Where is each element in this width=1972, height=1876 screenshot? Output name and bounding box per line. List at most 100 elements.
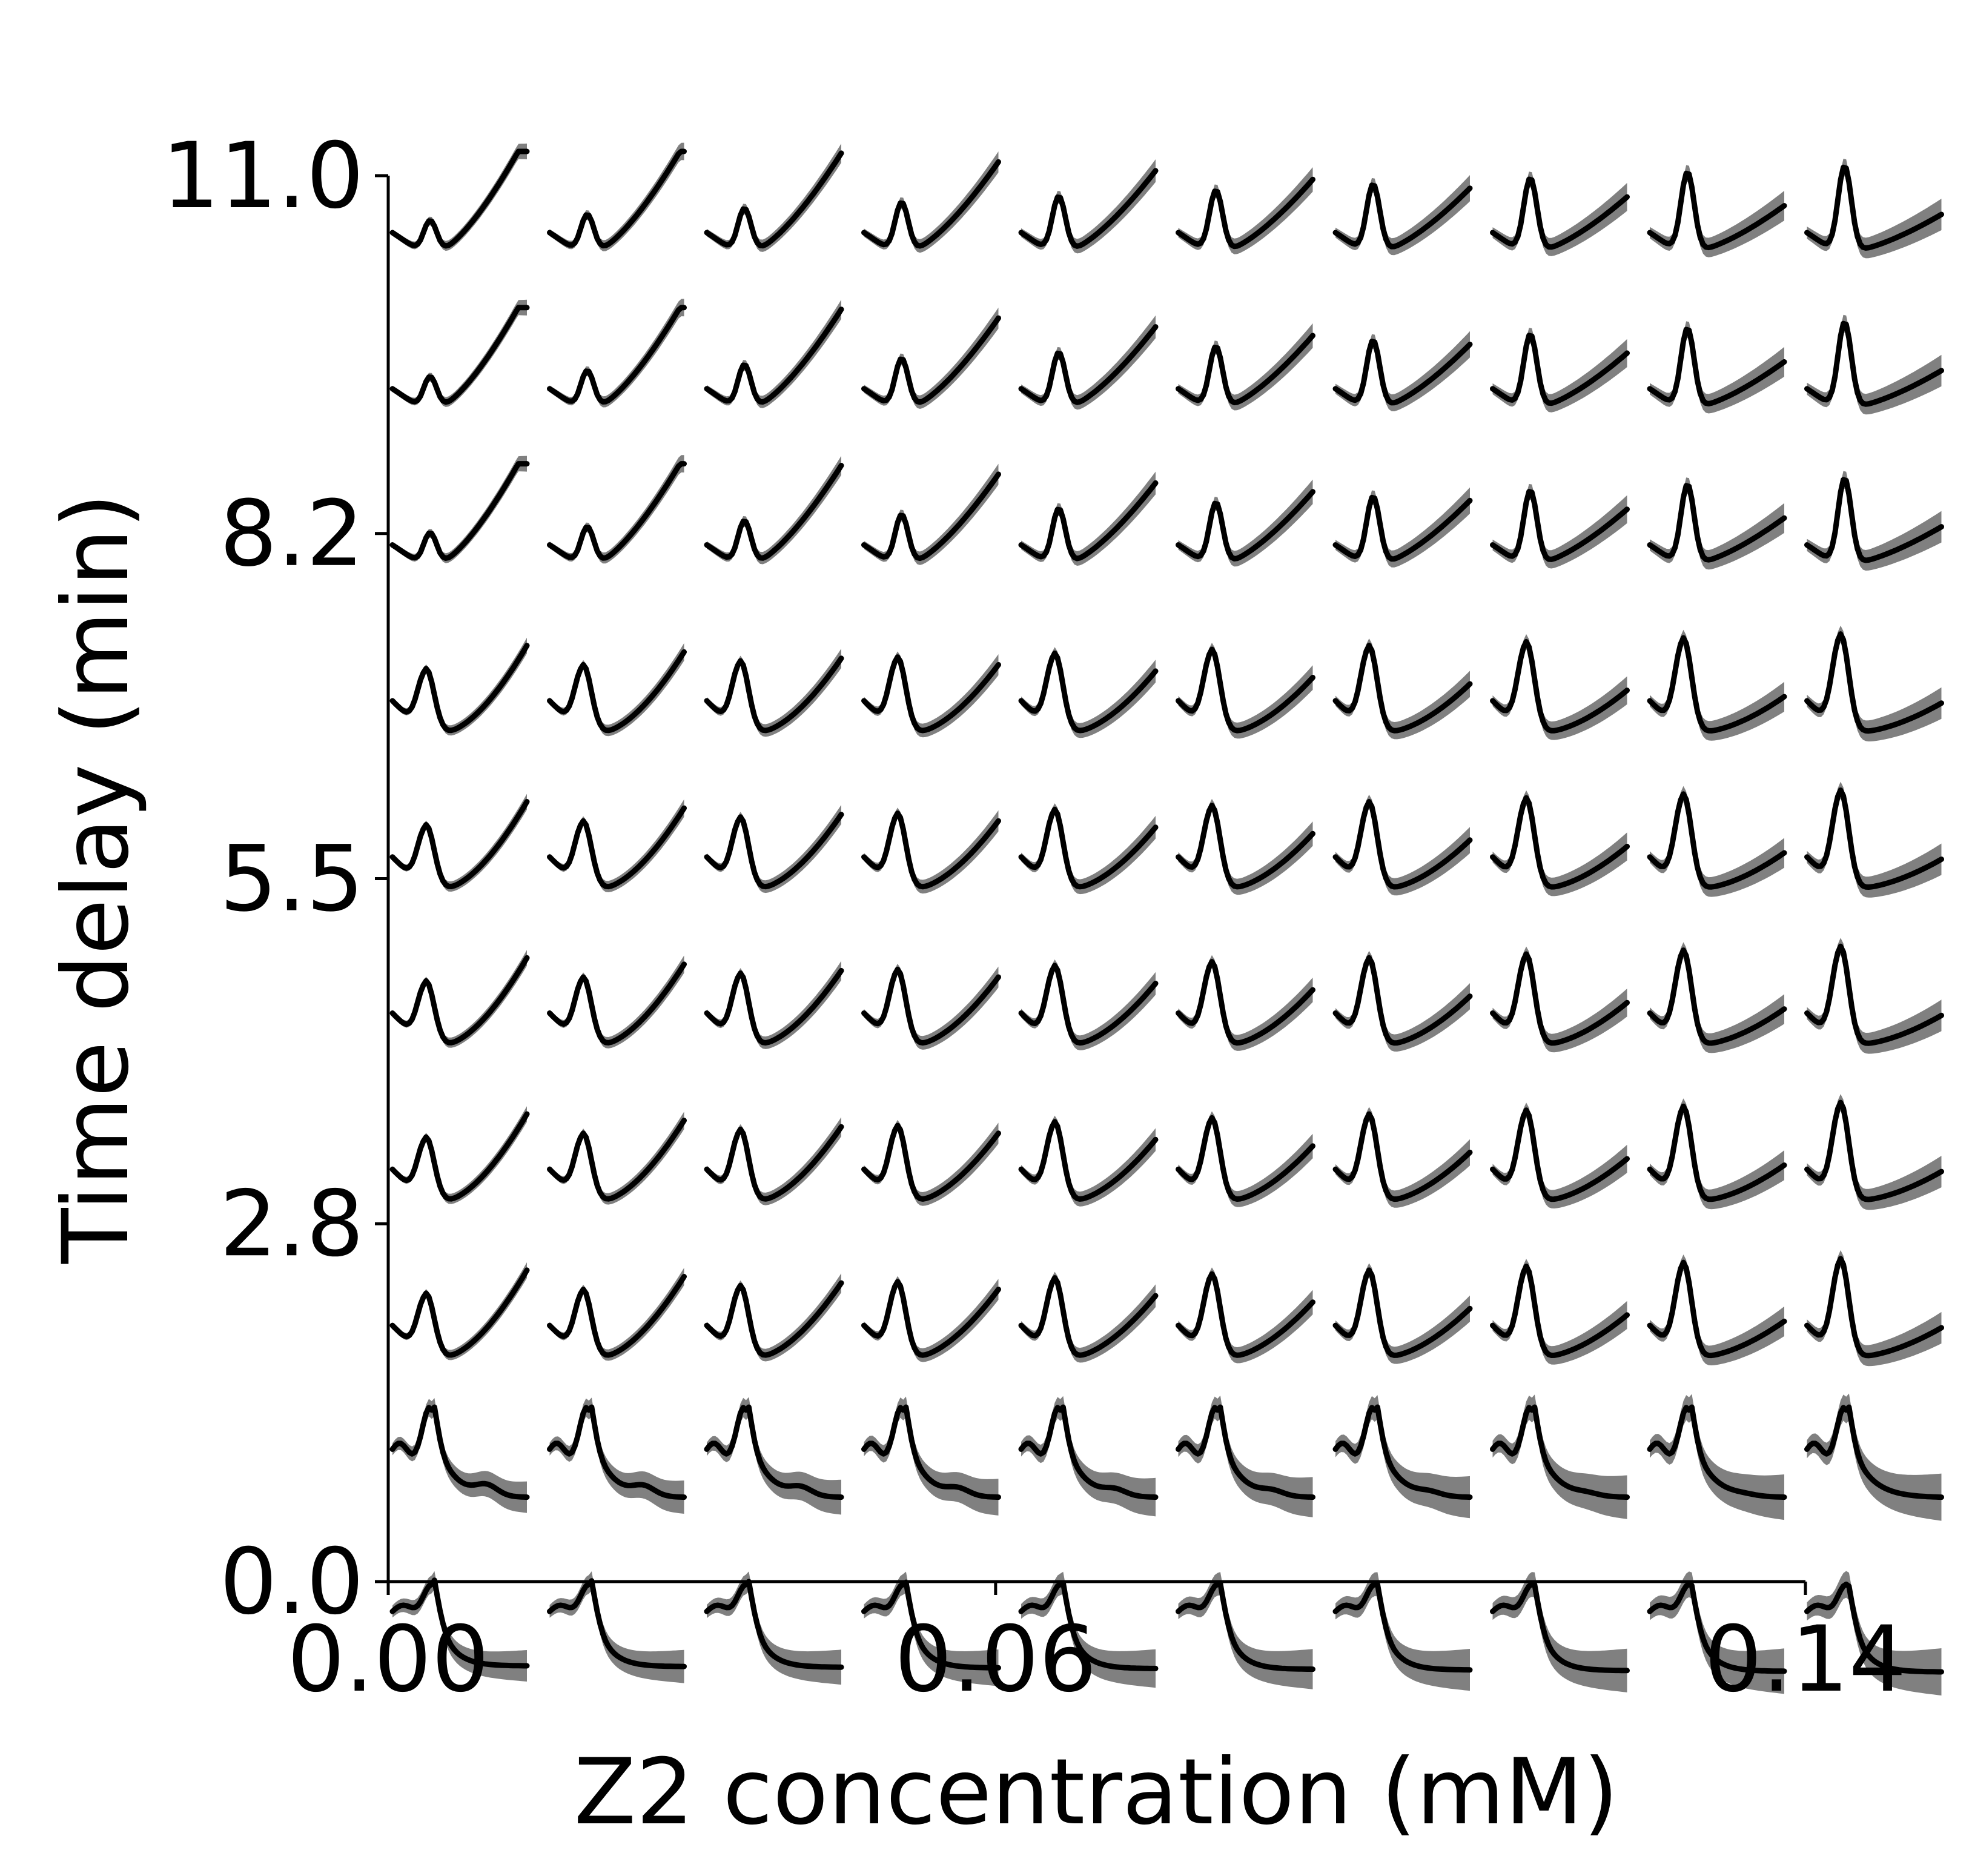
mean-line: [1804, 164, 1944, 251]
error-band: [1021, 1396, 1156, 1517]
error-band: [1021, 1271, 1156, 1363]
panel-r9-c7: [1490, 171, 1630, 256]
panel-r2-c7: [1490, 1259, 1630, 1365]
mean-line: [547, 461, 687, 561]
panel-r6-c5: [1176, 643, 1315, 739]
panel-r6-c1: [547, 643, 687, 737]
panel-r0-c5: [1176, 1572, 1315, 1689]
panel-r9-c5: [1176, 167, 1315, 254]
mean-line: [1647, 1103, 1787, 1202]
mean-line: [1332, 1267, 1473, 1358]
error-band: [1650, 1571, 1784, 1694]
x-tick-label: 0.14: [1704, 1607, 1907, 1712]
panel-r4-c1: [547, 955, 687, 1049]
tick-labels: 0.00 0.06 0.14 0.0 2.8 5.5 8.2 11.0: [162, 124, 1907, 1712]
panel-r1-c2: [704, 1397, 844, 1515]
error-band: [1178, 1111, 1313, 1207]
panel-r3-c3: [861, 1119, 1001, 1206]
mean-line: [1490, 1264, 1630, 1358]
mean-line: [547, 1118, 687, 1202]
error-band: [1021, 803, 1156, 895]
panel-r4-c9: [1804, 938, 1944, 1054]
error-band: [1807, 938, 1942, 1054]
mean-line: [1332, 182, 1473, 250]
mean-line: [389, 1404, 530, 1500]
panel-r1-c3: [861, 1396, 1001, 1516]
error-band: [1492, 1394, 1627, 1519]
mean-line: [1490, 489, 1630, 562]
mean-line: [547, 961, 687, 1046]
mean-line: [1018, 1404, 1159, 1500]
panel-r4-c4: [1018, 959, 1159, 1050]
panel-r8-c3: [861, 307, 1001, 409]
mean-line: [1804, 787, 1944, 890]
mean-line: [1804, 1404, 1944, 1500]
error-band: [1021, 647, 1156, 738]
panel-r5-c4: [1018, 803, 1159, 895]
error-band: [1492, 1572, 1627, 1692]
panel-r2-c3: [861, 1276, 1001, 1362]
x-tick-label: 0.06: [895, 1607, 1097, 1712]
mean-line: [704, 1124, 844, 1202]
panel-r0-c3: [861, 1571, 1001, 1686]
mean-line: [389, 955, 530, 1046]
panel-r7-c6: [1332, 487, 1473, 568]
panel-r7-c5: [1176, 479, 1315, 567]
panel-r0-c6: [1332, 1572, 1473, 1691]
panel-r5-c2: [704, 804, 844, 893]
error-band: [864, 1571, 999, 1686]
panel-r4-c8: [1647, 942, 1787, 1053]
mean-line: [547, 305, 687, 405]
error-band: [1178, 955, 1313, 1051]
mean-line: [547, 148, 687, 249]
mean-line: [861, 1579, 1001, 1671]
error-band: [1650, 1394, 1784, 1520]
mean-line: [1490, 795, 1630, 890]
panel-r0-c8: [1647, 1571, 1787, 1694]
panel-r1-c7: [1490, 1394, 1630, 1519]
mean-line: [1490, 1404, 1630, 1500]
mean-line: [704, 1579, 844, 1670]
mean-line: [389, 643, 530, 734]
mean-line: [704, 307, 844, 405]
mean-line: [1018, 324, 1159, 405]
mean-line: [1804, 1099, 1944, 1202]
y-tick-label: 5.5: [219, 827, 364, 932]
panel-r2-c6: [1332, 1263, 1473, 1364]
panel-r4-c0: [389, 950, 530, 1048]
error-band: [1178, 1267, 1313, 1364]
panel-r2-c4: [1018, 1271, 1159, 1363]
panel-r2-c8: [1647, 1255, 1787, 1365]
panel-r0-c9: [1804, 1571, 1944, 1695]
error-band: [1335, 1395, 1470, 1519]
mean-line: [1647, 326, 1787, 406]
mean-line: [1332, 339, 1473, 406]
panel-r8-c9: [1804, 314, 1944, 415]
error-band: [1178, 1572, 1313, 1689]
mean-line: [1018, 1275, 1159, 1358]
panel-r4-c5: [1176, 955, 1315, 1051]
error-band: [1335, 1572, 1470, 1691]
error-band: [392, 637, 527, 736]
error-band: [1021, 959, 1156, 1050]
error-band: [1807, 1094, 1942, 1210]
mean-line: [1176, 176, 1315, 250]
panel-r3-c9: [1804, 1094, 1944, 1210]
error-band: [1021, 1571, 1156, 1688]
mean-line: [1176, 1580, 1315, 1672]
mean-line: [861, 1404, 1001, 1500]
error-band: [1021, 1115, 1156, 1207]
panel-r1-c5: [1176, 1395, 1315, 1517]
mean-line: [1647, 635, 1787, 734]
mean-line: [861, 1279, 1001, 1358]
error-band: [1650, 1255, 1784, 1365]
panel-r0-c4: [1018, 1571, 1159, 1688]
panel-r3-c6: [1332, 1107, 1473, 1208]
error-band: [707, 1397, 841, 1515]
panel-r3-c7: [1490, 1102, 1630, 1208]
panel-r8-c0: [389, 299, 530, 407]
panel-r7-c9: [1804, 471, 1944, 571]
mean-line: [1804, 477, 1944, 563]
mean-line: [1490, 1582, 1630, 1674]
mean-line: [1018, 168, 1159, 249]
